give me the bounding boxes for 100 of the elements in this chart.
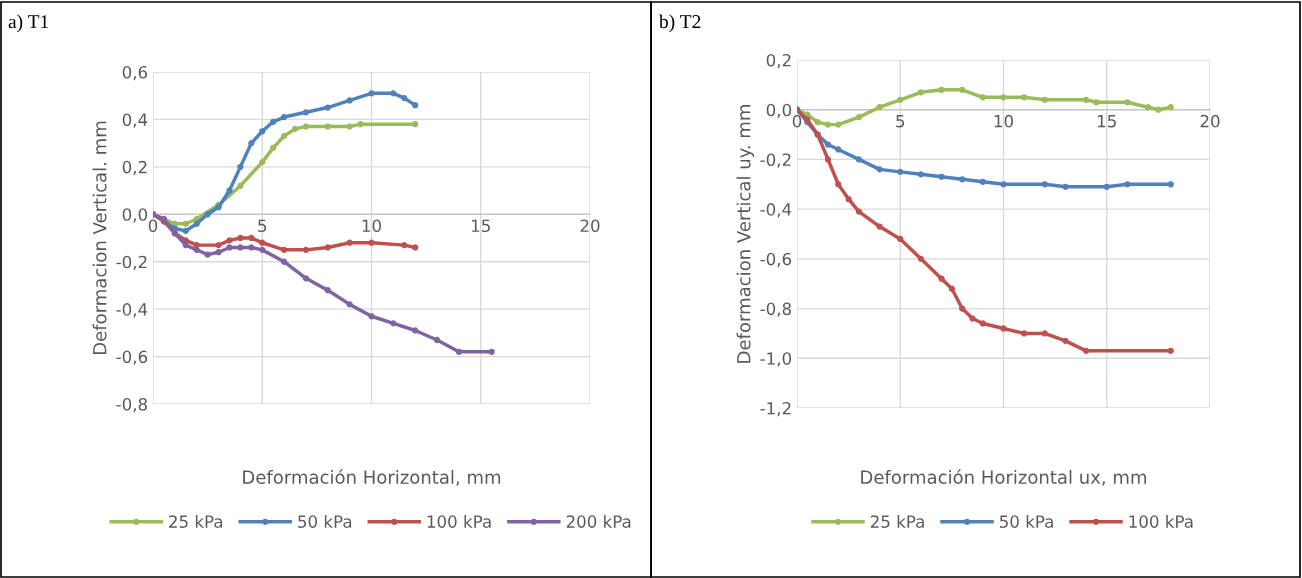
point: [182, 220, 189, 227]
point: [938, 86, 945, 93]
point: [1062, 337, 1069, 345]
y-tick-label: -0,6: [760, 252, 792, 268]
point: [876, 166, 883, 173]
point: [897, 96, 904, 103]
point: [814, 119, 821, 126]
point: [346, 239, 353, 246]
point: [270, 118, 277, 125]
x-tick-label: 15: [471, 219, 490, 233]
point: [824, 156, 832, 163]
point: [855, 156, 863, 163]
chart-title: a) T1: [8, 14, 49, 33]
point: [226, 244, 233, 251]
point: [226, 237, 233, 244]
point: [412, 121, 419, 128]
point: [324, 123, 331, 130]
point: [959, 86, 966, 93]
point: [855, 114, 863, 121]
point: [237, 234, 244, 242]
x-tick-label: 5: [258, 219, 267, 233]
point: [876, 223, 883, 230]
point: [1041, 330, 1048, 337]
point: [324, 104, 331, 111]
y-tick-label: 0,0: [766, 103, 792, 118]
point: [193, 246, 200, 253]
point: [1124, 99, 1131, 106]
point: [302, 123, 310, 130]
y-tick-label: 0,2: [122, 160, 147, 176]
y-tick-label: -0,8: [760, 302, 791, 317]
point: [346, 97, 353, 104]
point: [412, 244, 419, 251]
point: [280, 132, 288, 140]
point: [302, 246, 310, 253]
point: [259, 158, 266, 166]
point: [259, 239, 266, 246]
point: [1000, 325, 1007, 332]
x-tick-label: 5: [896, 115, 905, 128]
point: [401, 94, 408, 102]
y-tick-label: -0,8: [116, 397, 147, 413]
point: [1041, 181, 1048, 188]
y-tick-label: -0,4: [760, 203, 792, 218]
legend-label: 50 kPa: [298, 515, 352, 528]
point: [401, 241, 408, 249]
point: [897, 235, 904, 243]
point: [302, 109, 310, 116]
point: [1167, 347, 1174, 354]
point: [1082, 347, 1090, 354]
point: [959, 176, 966, 183]
point: [237, 182, 244, 189]
legend-label: 25 kPa: [169, 515, 223, 528]
point: [412, 327, 419, 334]
point: [204, 251, 211, 258]
legend-label: 25 kPa: [870, 515, 924, 528]
point: [917, 255, 925, 262]
point: [182, 241, 189, 249]
point: [835, 121, 842, 128]
point: [237, 163, 244, 170]
point: [938, 275, 945, 282]
point: [938, 173, 945, 180]
y-axis-title: Deformacion Vertical. mm: [92, 121, 107, 355]
point: [248, 234, 255, 242]
point: [226, 187, 233, 194]
point: [897, 168, 904, 175]
point: [412, 102, 419, 109]
x-axis-title: Deformación Horizontal ux, mm: [861, 469, 1146, 486]
x-tick-label: 0: [792, 114, 802, 128]
point: [270, 144, 277, 152]
point: [824, 121, 832, 128]
y-tick-label: 0,2: [766, 53, 791, 69]
legend-label: 50 kPa: [999, 515, 1053, 528]
point: [259, 246, 266, 253]
point: [1021, 330, 1028, 337]
point: [237, 244, 244, 251]
y-tick-label: -0,4: [116, 303, 148, 318]
y-tick-label: -1,0: [760, 352, 792, 367]
x-tick-label: 15: [1097, 115, 1116, 128]
point: [248, 244, 255, 251]
legend-label: 200 kPa: [566, 515, 631, 528]
point: [390, 90, 397, 97]
point: [280, 258, 288, 265]
point: [280, 246, 288, 253]
x-tick-label: 0: [148, 219, 158, 233]
point: [1167, 104, 1174, 111]
point: [1041, 96, 1048, 103]
y-tick-label: -0,2: [116, 255, 147, 270]
point: [433, 336, 441, 344]
point: [1167, 181, 1174, 188]
point: [280, 113, 288, 121]
point: [455, 348, 463, 355]
point: [368, 90, 375, 97]
y-tick-label: -1,2: [760, 401, 791, 417]
point: [204, 211, 211, 218]
point: [1021, 94, 1028, 101]
point: [357, 121, 364, 128]
x-axis-title: Deformación Horizontal, mm: [243, 469, 501, 486]
point: [1000, 94, 1007, 101]
y-tick-label: -0,6: [116, 350, 148, 365]
y-axis-title: Deformacion Vertical uy. mm: [736, 105, 755, 363]
point: [1155, 106, 1162, 113]
